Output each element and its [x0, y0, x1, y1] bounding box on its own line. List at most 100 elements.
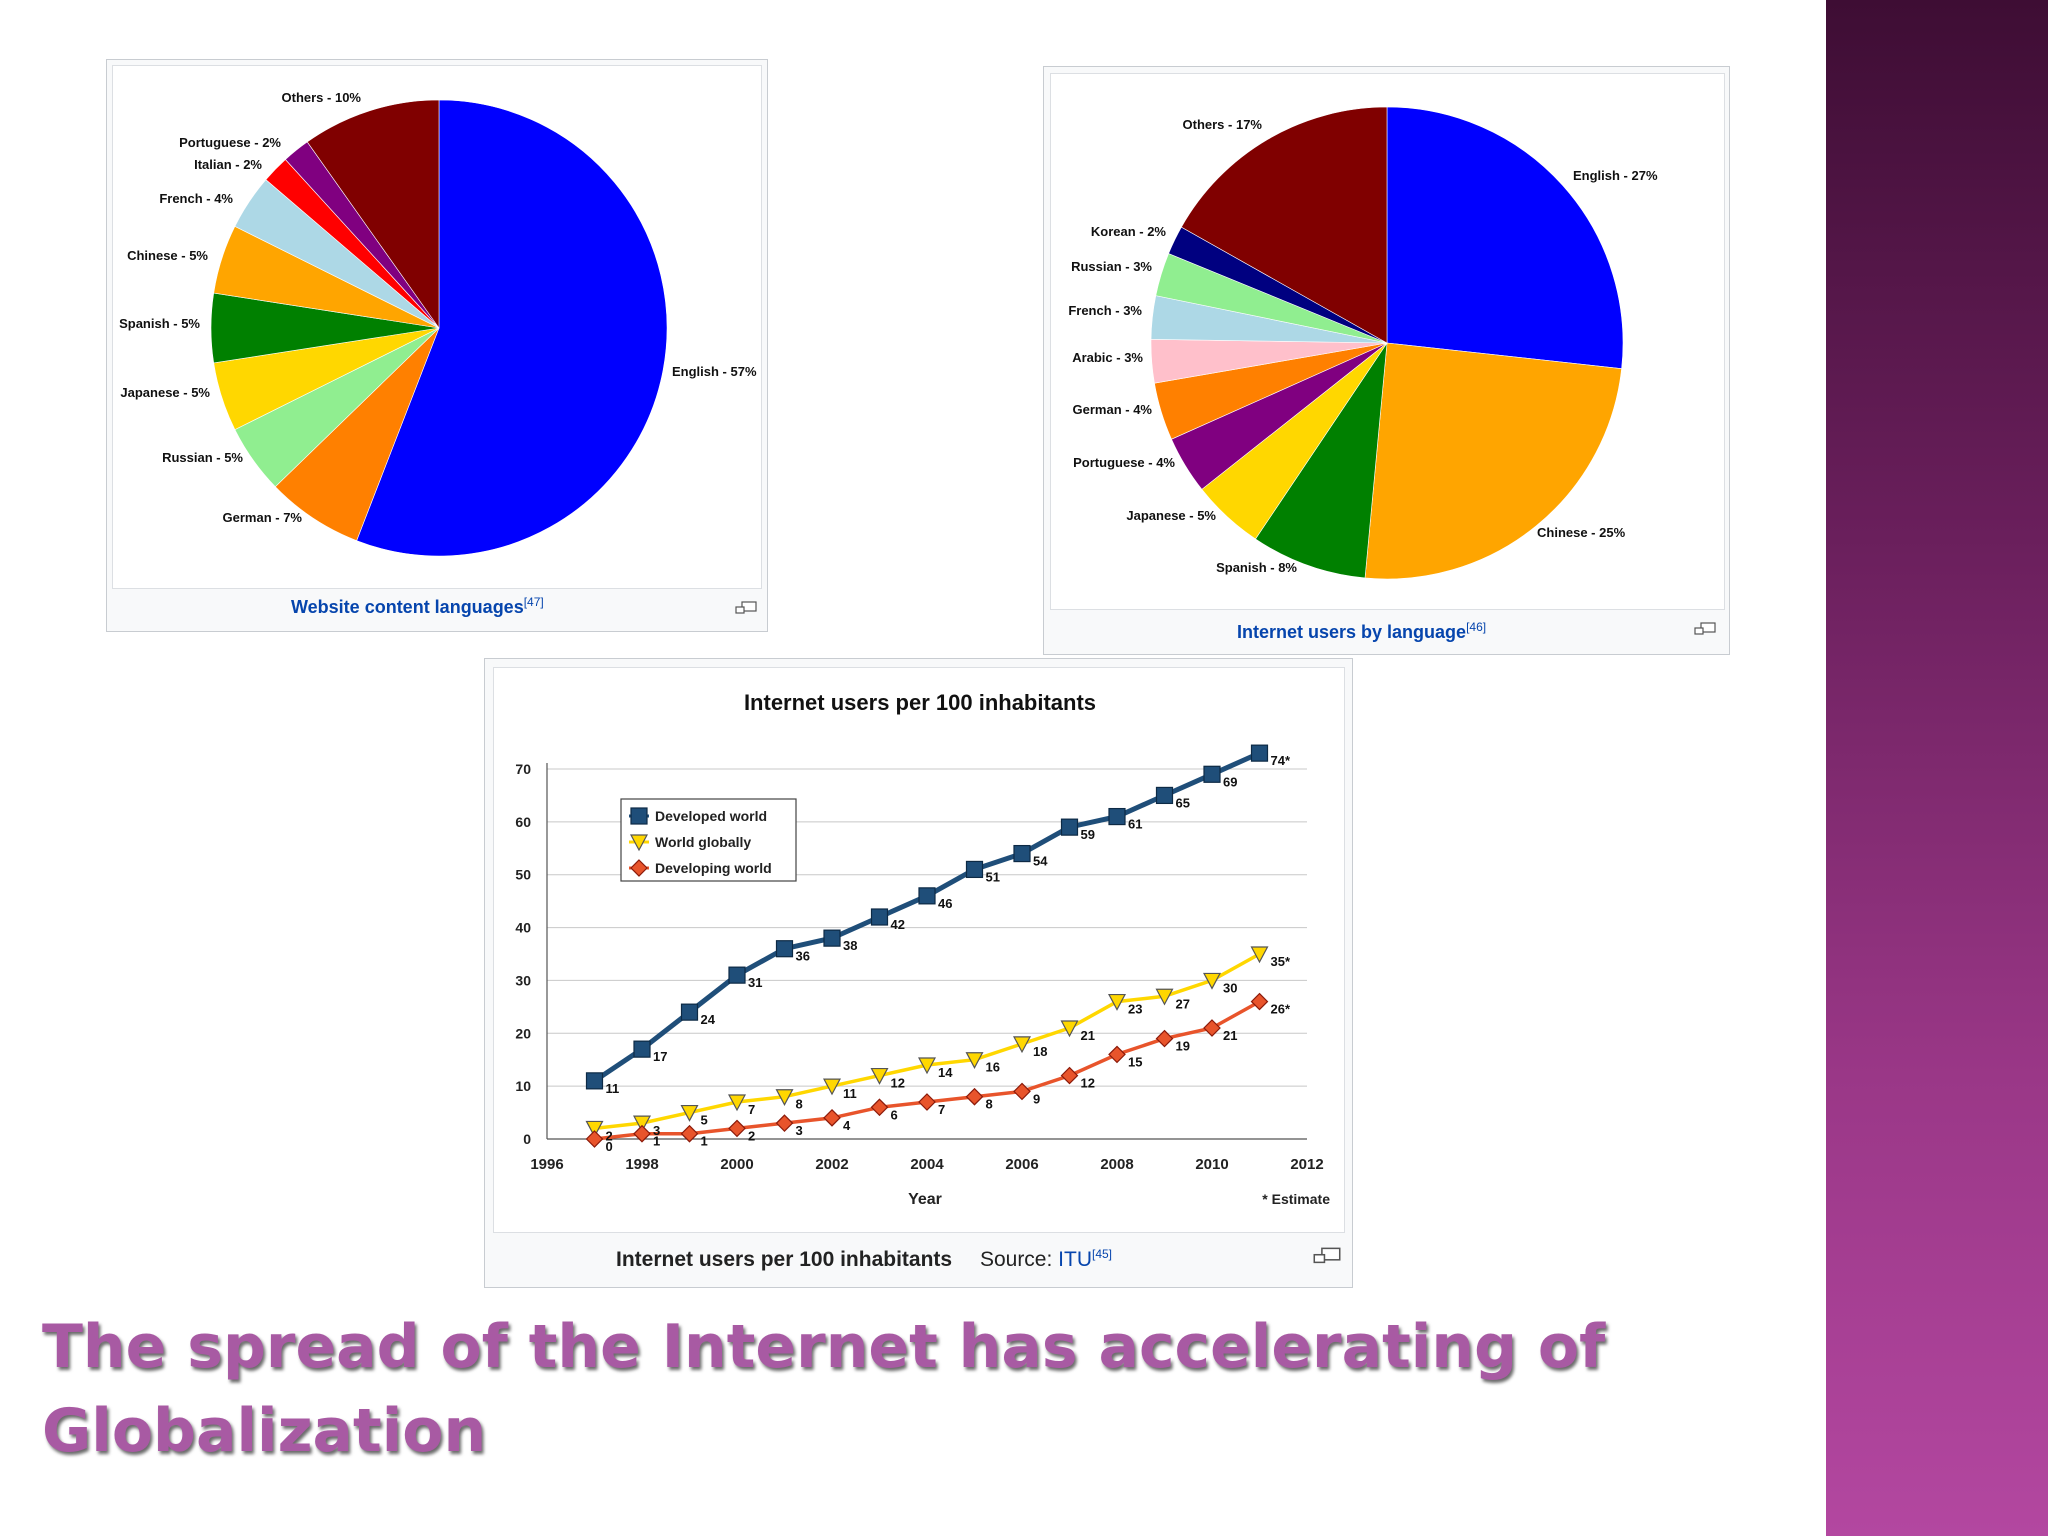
data-point-developed-world: [585, 1072, 604, 1090]
pie-label-spanish: Spanish - 8%: [1216, 560, 1297, 575]
data-label-world-globally: 12: [891, 1076, 905, 1091]
data-point-developed-world: [918, 887, 936, 905]
data-label-world-globally: 35*: [1271, 954, 1291, 969]
line-chart-users-per-100: Internet users per 100 inhabitants010203…: [515, 690, 1330, 1208]
caption-ref[interactable]: [47]: [523, 595, 544, 609]
data-label-developing-world: 9: [1033, 1091, 1040, 1106]
pie-chart-users-by-language: English - 27% Chinese - 25% Spanish - 8% Ja…: [1068, 106, 1658, 580]
data-point-developing-world: [965, 1087, 984, 1106]
x-tick-label: 2002: [815, 1156, 848, 1173]
data-point-world-globally: [585, 1120, 604, 1138]
pie-label-french: French - 3%: [1068, 303, 1142, 318]
data-point-developed-world: [728, 966, 746, 984]
data-point-world-globally: [633, 1115, 651, 1133]
caption-link[interactable]: Website content languages: [291, 597, 524, 617]
data-label-developed-world: 74*: [1271, 753, 1291, 768]
data-point-world-globally: [1013, 1036, 1031, 1054]
y-tick-label: 0: [523, 1131, 531, 1147]
data-label-developing-world: 0: [606, 1139, 613, 1154]
data-label-developing-world: 15: [1128, 1054, 1142, 1069]
figure-caption: Internet users per 100 inhabitants Sourc…: [616, 1247, 1112, 1272]
data-label-developing-world: 19: [1176, 1039, 1190, 1054]
figure-users-per-100: Internet users per 100 inhabitants 0 10 20 3…: [484, 658, 1353, 1288]
pie-label-portuguese: Portuguese - 2%: [179, 135, 281, 150]
data-label-developing-world: 1: [701, 1134, 708, 1149]
data-label-developing-world: 1: [653, 1134, 660, 1149]
y-tick-label: 10: [515, 1078, 531, 1094]
data-label-developed-world: 24: [701, 1012, 716, 1027]
data-label-world-globally: 18: [1033, 1044, 1047, 1059]
figure-caption[interactable]: Website content languages[47]: [291, 595, 544, 618]
pie-label-german: German - 4%: [1073, 402, 1153, 417]
y-tick-label: 60: [515, 814, 531, 830]
pie-label-english: English - 57%: [672, 364, 757, 379]
pie-label-russian: Russian - 3%: [1071, 259, 1152, 274]
magnify-icon[interactable]: [1694, 622, 1716, 636]
data-point-developing-world: [680, 1124, 699, 1143]
x-tick-label: 2006: [1005, 1156, 1038, 1173]
x-tick-label: 1996: [530, 1156, 563, 1173]
data-label-developed-world: 54: [1033, 854, 1048, 869]
data-point-developed-world: [633, 1040, 651, 1058]
pie-label-french: French - 4%: [159, 191, 233, 206]
caption-source: Source: ITU[45]: [980, 1247, 1113, 1271]
x-tick-label: 2012: [1290, 1156, 1323, 1173]
magnify-icon[interactable]: [735, 601, 757, 615]
data-label-world-globally: 21: [1081, 1028, 1095, 1043]
data-label-world-globally: 5: [701, 1113, 708, 1128]
data-point-developing-world: [728, 1119, 746, 1138]
data-label-developed-world: 42: [891, 917, 905, 932]
pie-label-others: Others - 17%: [1183, 117, 1263, 132]
data-point-world-globally: [823, 1078, 841, 1096]
y-tick-label: 70: [515, 761, 531, 777]
data-label-developed-world: 61: [1128, 817, 1142, 832]
data-label-world-globally: 11: [843, 1086, 857, 1101]
data-point-developing-world: [823, 1109, 841, 1127]
data-label-developing-world: 2: [748, 1128, 755, 1143]
pie-slice-spanish: [1255, 342, 1388, 579]
data-label-developing-world: 6: [891, 1107, 898, 1122]
slide-title-line-1: The spread of the Internet has accelerat…: [42, 1312, 1606, 1382]
estimate-note: * Estimate: [1262, 1191, 1330, 1207]
slide-title-line-2: Globalization: [42, 1396, 487, 1466]
data-point-world-globally: [1203, 972, 1221, 990]
data-point-developing-world: [1250, 992, 1269, 1011]
data-point-developed-world: [1203, 765, 1221, 783]
figure-caption[interactable]: Internet users by language[46]: [1237, 620, 1486, 643]
source-link[interactable]: ITU: [1058, 1248, 1092, 1271]
data-point-world-globally: [775, 1089, 794, 1106]
chart-title: Internet users per 100 inhabitants: [744, 690, 1096, 715]
data-label-world-globally: 27: [1176, 996, 1190, 1011]
x-tick-label: 1998: [625, 1156, 658, 1173]
legend-label-world-globally: World globally: [655, 834, 751, 850]
x-tick-label: 2004: [910, 1156, 944, 1173]
caption-text: Internet users per 100 inhabitants: [616, 1248, 953, 1271]
caption-link[interactable]: Internet users by language: [1237, 622, 1467, 642]
data-point-developing-world: [1108, 1045, 1126, 1064]
pie-label-spanish: Spanish - 5%: [119, 316, 200, 331]
pie-slice-others: [306, 99, 440, 329]
pie-label-others: Others - 10%: [282, 90, 362, 105]
data-point-world-globally: [1108, 993, 1126, 1011]
data-point-developing-world: [1013, 1082, 1031, 1101]
data-point-developed-world: [1250, 744, 1269, 762]
data-label-developing-world: 7: [938, 1102, 945, 1117]
pie-label-portuguese: Portuguese - 4%: [1073, 455, 1175, 470]
x-tick-label: 2000: [720, 1156, 753, 1173]
source-ref[interactable]: [45]: [1092, 1247, 1113, 1261]
data-label-world-globally: 2: [606, 1128, 613, 1143]
data-label-developed-world: 36: [796, 949, 810, 964]
data-point-world-globally: [965, 1052, 984, 1069]
data-label-developed-world: 59: [1081, 827, 1095, 842]
data-label-developed-world: 65: [1176, 795, 1190, 810]
data-point-developing-world: [1060, 1066, 1079, 1085]
magnify-icon[interactable]: [1313, 1247, 1341, 1265]
legend-marker-developed-world: [630, 807, 648, 825]
data-label-developing-world: 21: [1223, 1028, 1237, 1043]
x-axis-title: Year: [908, 1191, 942, 1208]
caption-ref[interactable]: [46]: [1466, 620, 1487, 634]
data-point-developing-world: [1203, 1019, 1221, 1037]
y-tick-label: 30: [515, 972, 531, 988]
pie-label-english: English - 27%: [1573, 168, 1658, 183]
data-point-developed-world: [1155, 786, 1174, 805]
